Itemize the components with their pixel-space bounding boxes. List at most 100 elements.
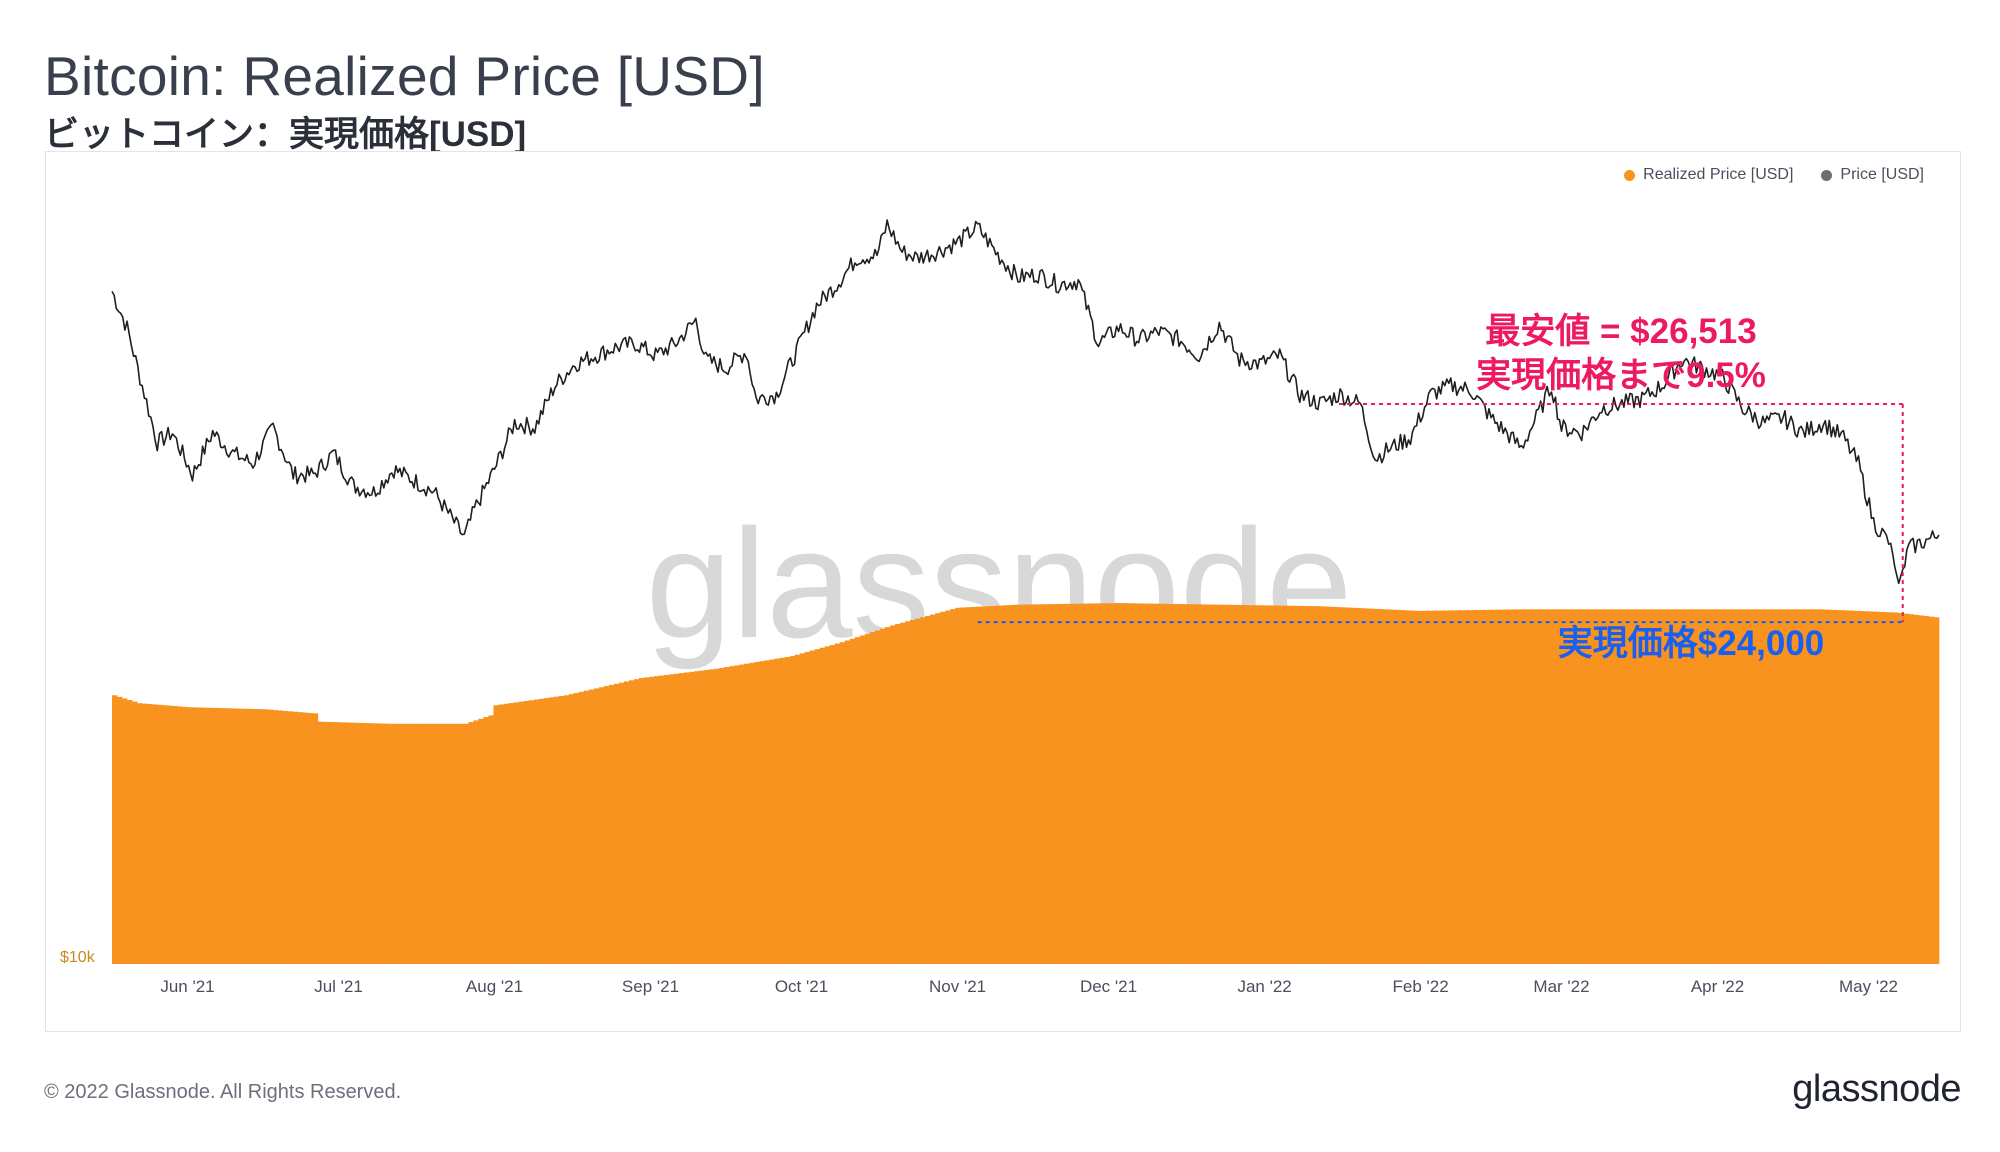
- realized-price-bar: [1070, 603, 1077, 964]
- realized-price-bar: [202, 707, 208, 964]
- realized-price-bar: [1612, 609, 1619, 964]
- realized-price-bar: [1286, 605, 1292, 964]
- x-tick-label: Oct '21: [775, 977, 828, 996]
- realized-price-bar: [508, 703, 514, 964]
- realized-price-bar: [764, 660, 770, 964]
- low-annotation-line1: 最安値 = $26,513: [1485, 312, 1757, 351]
- realized-price-bar: [819, 647, 826, 964]
- legend-item-price[interactable]: Price [USD]: [1821, 166, 1924, 184]
- realized-price-bar: [583, 690, 590, 964]
- realized-price-bar: [553, 696, 560, 964]
- realized-price-bar: [453, 723, 459, 964]
- realized-price-bar: [864, 633, 871, 964]
- realized-price-bar: [1903, 613, 1910, 964]
- realized-price-bar: [1497, 609, 1503, 964]
- realized-price-bar: [965, 607, 971, 964]
- realized-price-bar: [889, 625, 896, 964]
- realized-price-bar: [859, 635, 866, 964]
- realized-price-bar: [503, 703, 509, 964]
- realized-price-bar: [232, 708, 238, 964]
- realized-price-bar: [423, 723, 429, 964]
- realized-price-bar: [1868, 611, 1875, 964]
- realized-price-bar: [724, 667, 730, 964]
- realized-price-bar: [1462, 610, 1468, 964]
- realized-price-bar: [915, 618, 921, 964]
- realized-price-bar: [1191, 604, 1197, 964]
- realized-price-bar: [644, 677, 650, 964]
- realized-price-bar: [608, 684, 615, 964]
- realized-price-bar: [1447, 610, 1453, 964]
- realized-price-bar: [262, 709, 268, 964]
- realized-price-bar: [945, 610, 951, 964]
- realized-price-bar: [312, 713, 319, 964]
- realized-price-bar: [1567, 609, 1573, 964]
- realized-price-bar: [754, 662, 760, 964]
- realized-price-bar: [573, 692, 580, 964]
- realized-price-bar: [1236, 604, 1242, 964]
- realized-price-bar: [1627, 609, 1634, 964]
- realized-price-bar: [814, 649, 821, 964]
- realized-price-bar: [1020, 604, 1026, 964]
- realized-dot-icon: [1624, 169, 1636, 181]
- realized-price-bar: [613, 683, 620, 964]
- realized-price-bar: [117, 696, 123, 964]
- realized-price-bar: [1406, 610, 1413, 964]
- realized-price-bar: [1893, 612, 1900, 964]
- realized-price-bar: [634, 679, 640, 964]
- realized-price-bar: [920, 617, 926, 964]
- realized-price-bar: [1321, 606, 1327, 964]
- realized-price-bar: [1913, 614, 1920, 964]
- realized-price-bar: [618, 682, 625, 964]
- realized-price-bar: [242, 708, 248, 964]
- realized-price-bar: [1311, 606, 1317, 964]
- realized-price-bar: [1688, 609, 1694, 964]
- realized-price-bar: [518, 701, 524, 964]
- realized-price-bar: [1060, 603, 1066, 964]
- realized-price-bar: [955, 607, 961, 964]
- realized-annotation: 実現価格$24,000: [1557, 624, 1825, 663]
- realized-price-bar: [1683, 609, 1689, 964]
- realized-price-bars: [112, 603, 1940, 964]
- realized-price-bar: [839, 642, 846, 964]
- realized-price-bar: [1181, 604, 1187, 964]
- realized-price-bar: [1487, 609, 1493, 964]
- realized-price-bar: [1080, 603, 1087, 964]
- realized-price-bar: [1708, 609, 1714, 964]
- realized-price-bar: [1632, 609, 1639, 964]
- realized-price-bar: [699, 670, 705, 964]
- realized-price-bar: [1602, 609, 1609, 964]
- realized-price-bar: [373, 723, 379, 964]
- realized-price-bar: [172, 706, 178, 964]
- realized-price-bar: [1266, 605, 1272, 964]
- chart-panel: glassnode Jun '21 Jul '21 Aug '21 Sep '21 Oc…: [45, 151, 1961, 1032]
- realized-price-bar: [1050, 604, 1056, 964]
- realized-price-bar: [578, 691, 585, 964]
- realized-price-bar: [1201, 604, 1207, 964]
- realized-price-bar: [1010, 604, 1016, 964]
- realized-price-bar: [1000, 605, 1006, 964]
- y-tick-label: $10k: [60, 949, 96, 966]
- x-tick-label: Nov '21: [929, 977, 986, 996]
- realized-price-bar: [287, 711, 294, 964]
- realized-price-bar: [1898, 613, 1905, 964]
- realized-price-bar: [1477, 609, 1483, 964]
- realized-price-bar: [654, 676, 660, 964]
- realized-price-bar: [177, 706, 183, 964]
- realized-price-bar: [342, 722, 349, 964]
- realized-price-bar: [1281, 605, 1287, 964]
- realized-price-bar: [1256, 605, 1262, 964]
- x-axis: Jun '21 Jul '21 Aug '21 Sep '21 Oct '21 Nov '…: [60, 949, 1898, 996]
- realized-price-bar: [1482, 609, 1488, 964]
- realized-price-bar: [849, 638, 856, 964]
- realized-price-bar: [1411, 610, 1418, 964]
- realized-price-bar: [1637, 609, 1644, 964]
- realized-price-bar: [1667, 609, 1674, 964]
- realized-price-bar: [1035, 604, 1041, 964]
- realized-price-bar: [749, 662, 755, 964]
- realized-price-bar: [950, 609, 956, 964]
- realized-price-bar: [729, 666, 735, 964]
- realized-price-bar: [854, 637, 861, 964]
- legend-item-realized[interactable]: Realized Price [USD]: [1624, 166, 1793, 184]
- realized-price-bar: [1306, 606, 1312, 964]
- realized-price-bar: [975, 606, 981, 964]
